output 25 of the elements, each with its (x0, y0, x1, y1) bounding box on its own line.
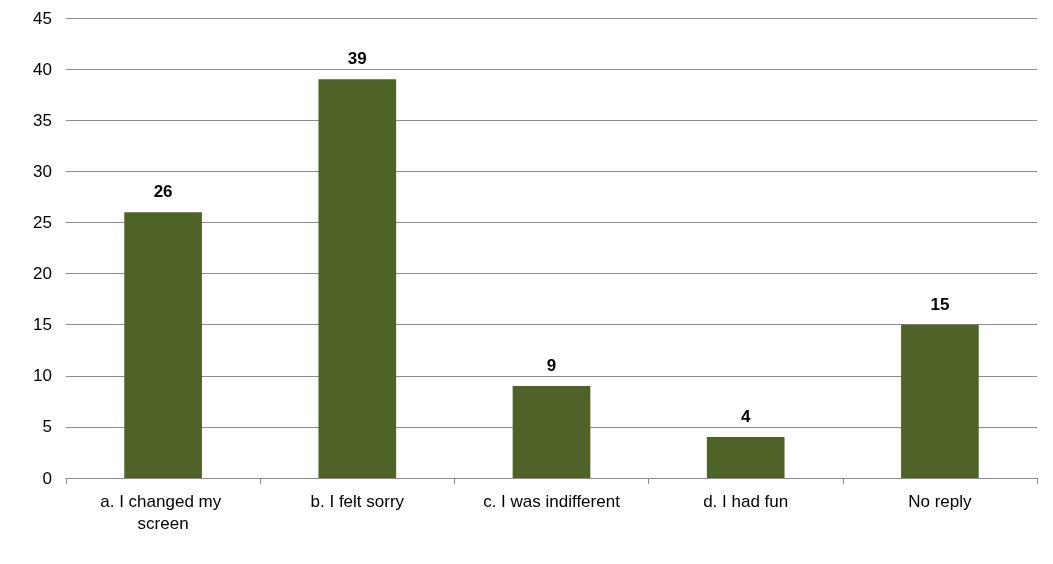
y-tick-label: 25 (33, 212, 52, 232)
y-tick-label: 30 (33, 161, 52, 181)
bar (901, 324, 979, 478)
y-tick-label: 20 (33, 264, 52, 284)
data-label: 15 (930, 294, 950, 314)
y-tick-label: 45 (33, 8, 52, 28)
data-label: 39 (347, 49, 367, 69)
bar (706, 437, 785, 478)
x-tick-label: b. I felt sorry (310, 491, 405, 511)
x-tick-label: No reply (908, 491, 973, 511)
y-tick-label: 35 (33, 110, 52, 130)
x-tick-label: a. I changed my screen (100, 491, 226, 533)
data-label: 4 (740, 407, 751, 427)
y-tick-label: 10 (33, 366, 52, 386)
y-tick-label: 40 (33, 59, 52, 79)
bar (318, 79, 397, 478)
y-tick-label: 5 (42, 417, 52, 437)
bar (124, 212, 202, 478)
data-label: 9 (546, 356, 557, 375)
data-label: 26 (153, 182, 173, 202)
bar (512, 386, 591, 478)
x-tick-label: c. I was indifferent (483, 491, 621, 511)
y-tick-label: 15 (33, 315, 52, 335)
x-tick-label: d. I had fun (703, 491, 789, 511)
y-tick-label: 0 (42, 468, 52, 488)
